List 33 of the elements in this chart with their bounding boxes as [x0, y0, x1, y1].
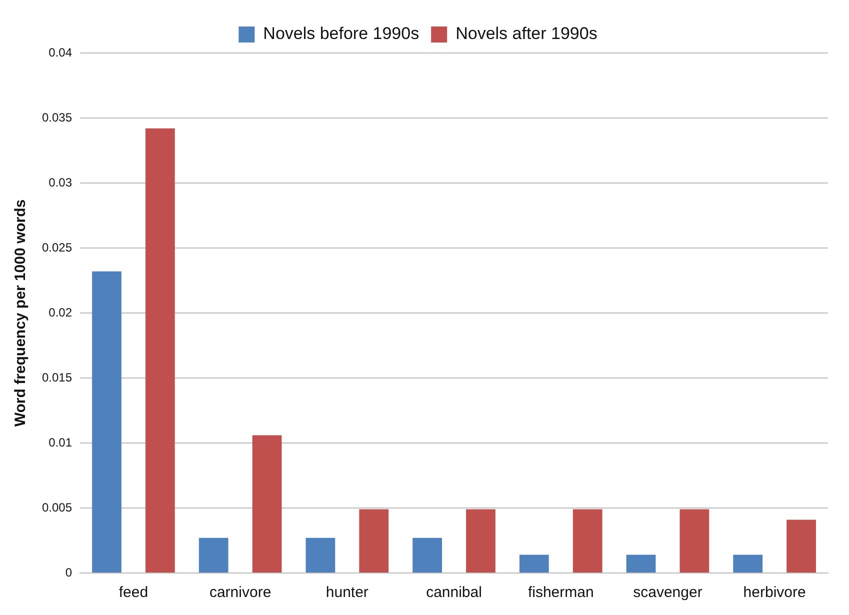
x-tick-label: fisherman — [528, 584, 594, 602]
bar — [92, 271, 122, 572]
x-tick-label: scavenger — [633, 584, 702, 602]
x-tick-label: carnivore — [209, 584, 272, 602]
bar — [680, 509, 710, 572]
bar — [572, 509, 602, 572]
x-tick-label: herbivore — [743, 584, 806, 602]
bar — [412, 538, 442, 572]
y-axis-title: Word frequency per 1000 words — [12, 199, 30, 427]
bar — [519, 554, 549, 572]
y-tick-label: 0.005 — [42, 500, 72, 514]
bar — [198, 538, 228, 572]
bar — [145, 128, 175, 572]
y-tick-label: 0 — [65, 565, 72, 580]
bar — [786, 520, 816, 572]
legend-label: Novels before 1990s — [263, 24, 420, 44]
y-tick-label: 0.04 — [48, 45, 72, 60]
y-tick-label: 0.015 — [42, 370, 72, 384]
bar — [466, 509, 496, 572]
legend-label: Novels after 1990s — [456, 24, 598, 44]
y-tick-label: 0.01 — [48, 435, 72, 450]
bar — [626, 554, 656, 572]
y-tick-label: 0.02 — [48, 305, 72, 320]
bar — [306, 538, 336, 572]
bar — [733, 554, 763, 572]
bar — [359, 509, 389, 572]
y-tick-label: 0.03 — [48, 175, 72, 190]
x-tick-label: hunter — [326, 584, 368, 602]
x-tick-label: cannibal — [426, 584, 482, 602]
bar — [252, 435, 282, 572]
x-tick-label: feed — [118, 584, 148, 602]
y-tick-label: 0.035 — [42, 110, 72, 124]
y-tick-label: 0.025 — [42, 240, 72, 254]
